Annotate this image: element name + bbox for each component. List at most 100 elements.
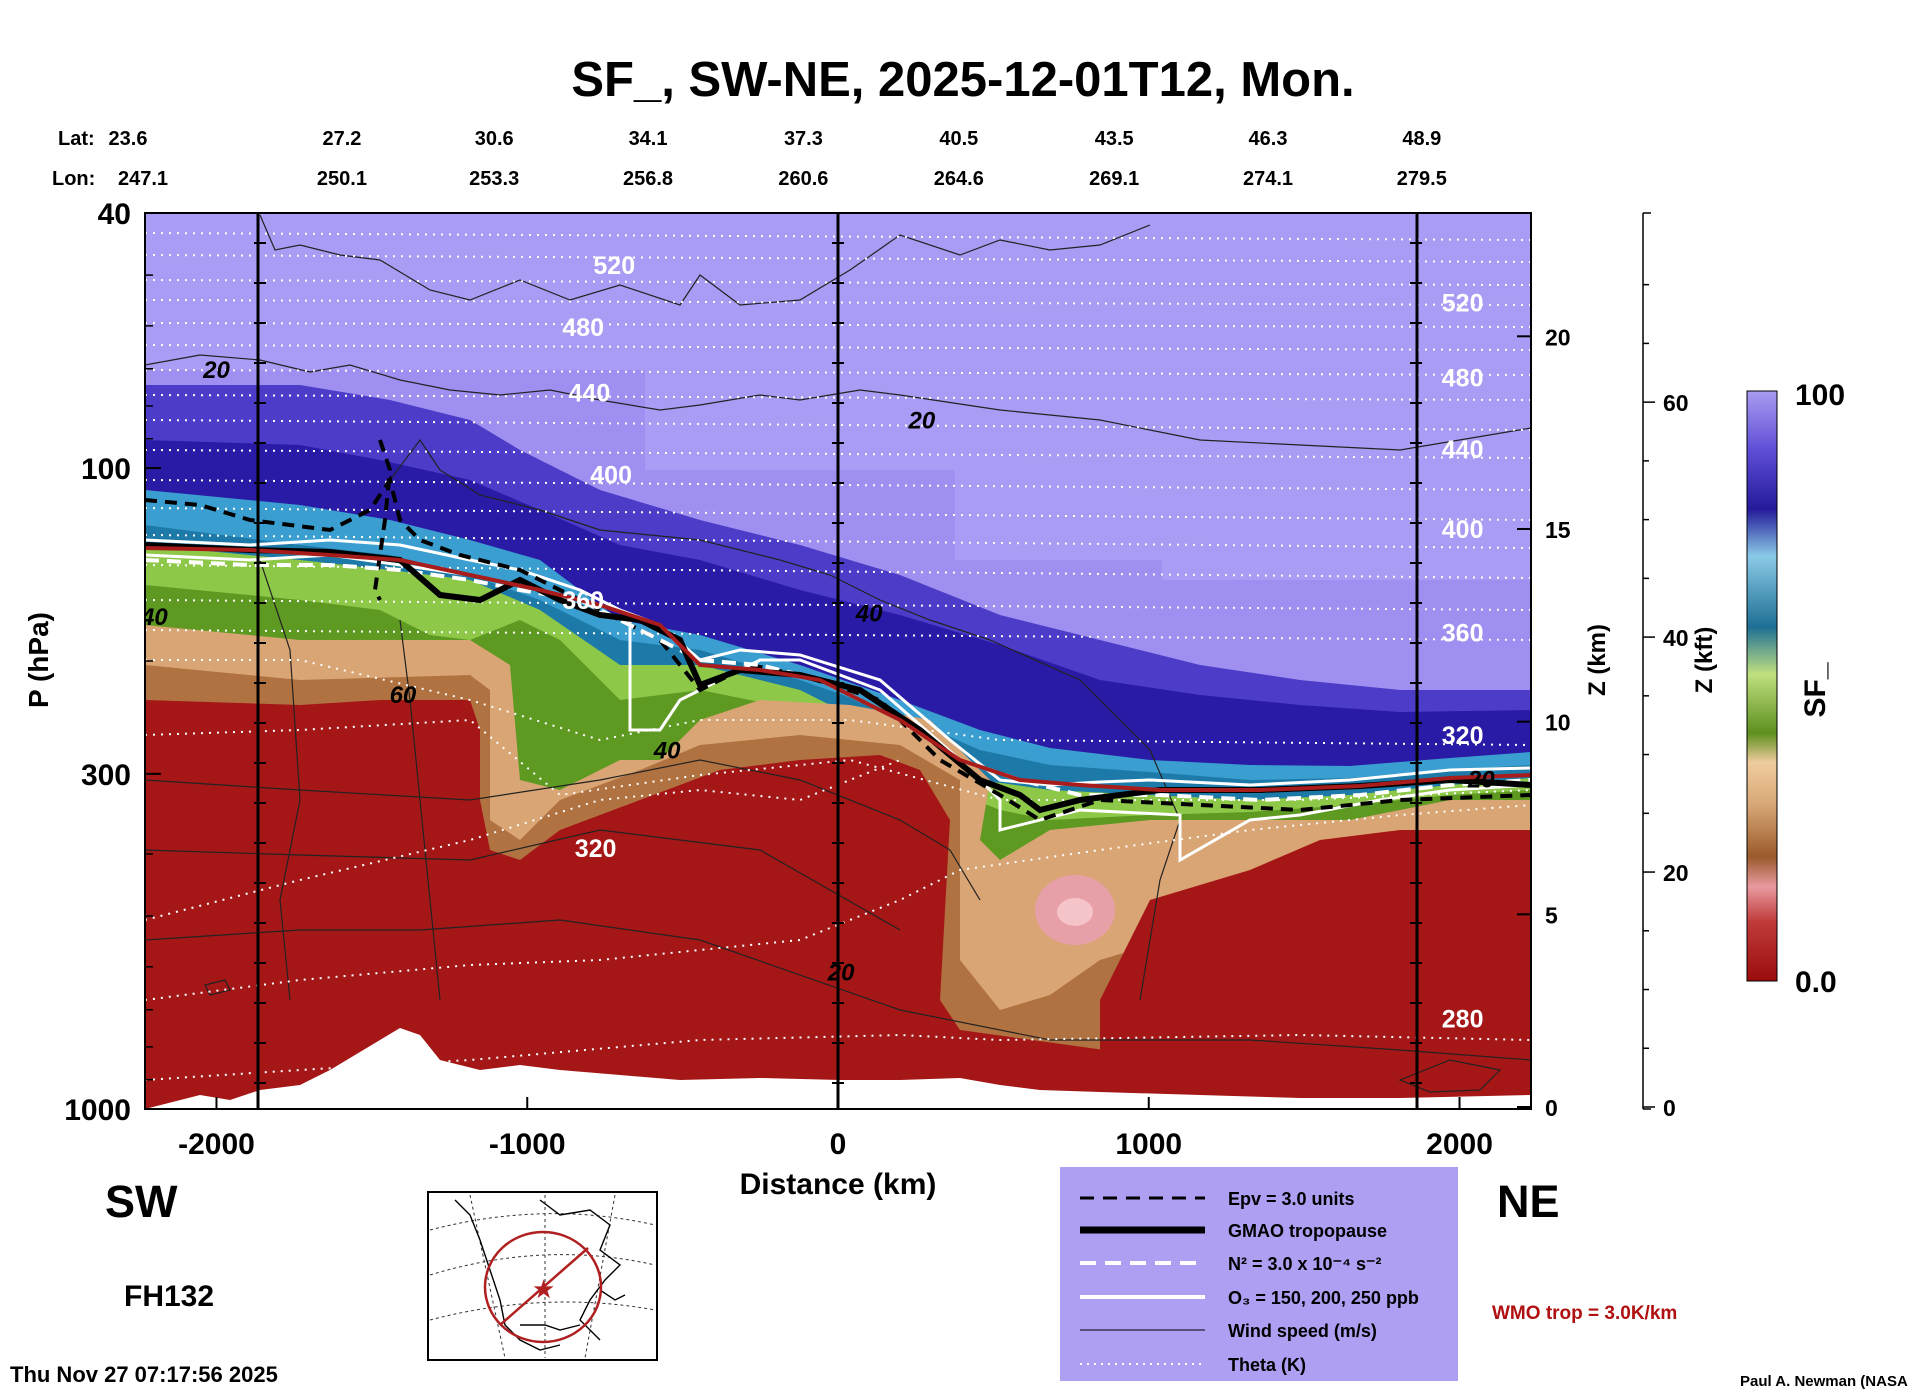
wind-speed-label: 20 (827, 959, 855, 986)
y-axis-label: P (hPa) (23, 612, 54, 708)
longitude-value: 253.3 (469, 168, 519, 190)
inset-map-frame (427, 1191, 658, 1361)
longitude-value: 269.1 (1089, 168, 1139, 190)
wind-speed-label: 20 (1467, 766, 1495, 793)
wind-speed-contours (145, 214, 1531, 1093)
z-kft-tick-label: 60 (1663, 390, 1689, 416)
longitude-value: 256.8 (623, 168, 673, 190)
legend-box (1060, 1167, 1458, 1381)
lon-row-label: Lon: (52, 168, 95, 190)
inset-coastlines (454, 1199, 626, 1351)
legend-theta: Theta (K) (1228, 1355, 1306, 1375)
legend-wind: Wind speed (m/s) (1228, 1321, 1377, 1341)
theta-label: 440 (1442, 436, 1484, 464)
z-kft-tick-label: 0 (1663, 1095, 1676, 1121)
wind-speed-label: 20 (908, 408, 936, 435)
wind-speed-label: 40 (653, 738, 681, 765)
theta-label: 520 (1442, 290, 1484, 318)
wind-speed-label: 40 (140, 604, 168, 631)
y-tick-label: 1000 (64, 1094, 131, 1127)
z-km-label: Z (km) (1584, 624, 1611, 696)
theta-label: 400 (590, 462, 632, 490)
longitude-value: 264.6 (934, 168, 984, 190)
latitude-value: 30.6 (475, 128, 514, 150)
lat-row-label: Lat: (58, 128, 95, 150)
x-axis: -2000 -1000 0 1000 2000 (178, 1097, 1493, 1161)
wind-speed-label: 40 (855, 600, 883, 627)
theta-label: 320 (575, 835, 617, 863)
y-axis: 40 100 300 1000 (64, 198, 161, 1127)
x-tick-label: 2000 (1426, 1128, 1493, 1161)
z-km-axis: 0 5 10 15 20 (1517, 324, 1571, 1121)
theta-label: 360 (562, 587, 604, 615)
colorbar-max-label: 100 (1795, 379, 1845, 412)
z-km-tick-label: 15 (1545, 517, 1571, 543)
y-tick-label: 100 (81, 453, 131, 486)
theta-labels: 520 480 440 400 360 320 520 480 440 400 360 320 280 (562, 252, 1483, 1034)
marker-ticks (253, 242, 1423, 1084)
latitude-value: 46.3 (1249, 128, 1288, 150)
wind-speed-label: 20 (202, 357, 230, 384)
z-kft-axis: 0 20 40 60 (1642, 212, 1689, 1121)
theta-label: 280 (1442, 1006, 1484, 1034)
z-km-tick-label: 0 (1545, 1095, 1558, 1121)
z-km-tick-label: 10 (1545, 710, 1571, 736)
z-km-tick-label: 20 (1545, 324, 1571, 350)
theta-label: 320 (1442, 722, 1484, 750)
forecast-hour: FH132 (124, 1280, 214, 1313)
colorbar-min-label: 0.0 (1795, 966, 1837, 999)
longitude-value: 247.1 (118, 168, 168, 190)
credit: Paul A. Newman (NASA (1740, 1373, 1908, 1390)
epv-line (145, 439, 1531, 823)
colorbar-gradient (1746, 390, 1778, 982)
sw-label: SW (105, 1176, 178, 1227)
z-kft-tick-label: 40 (1663, 625, 1689, 651)
x-tick-label: -1000 (489, 1128, 566, 1161)
theta-isentropes (145, 232, 1531, 1081)
latitude-value: 43.5 (1095, 128, 1134, 150)
ne-label: NE (1497, 1176, 1560, 1227)
inset-center-star-icon: ★ (532, 1274, 555, 1304)
z-kft-tick-label: 20 (1663, 860, 1689, 886)
legend-n2: N² = 3.0 x 10⁻⁴ s⁻² (1228, 1254, 1381, 1274)
wind-labels: 20 20 40 40 60 40 20 20 (140, 357, 1495, 987)
inset-section (483, 1230, 603, 1344)
wmo-tropopause (145, 546, 1531, 792)
z-km-tick-label: 5 (1545, 902, 1558, 928)
longitude-value: 279.5 (1397, 168, 1447, 190)
theta-label: 440 (569, 380, 611, 408)
theta-label: 520 (593, 252, 635, 280)
wmo-trop-label: WMO trop = 3.0K/km (1492, 1303, 1677, 1324)
latitude-value: 23.6 (109, 128, 148, 150)
chart-title: SF_, SW-NE, 2025-12-01T12, Mon. (571, 53, 1354, 107)
legend-gmao: GMAO tropopause (1228, 1221, 1387, 1241)
latitude-value: 48.9 (1402, 128, 1441, 150)
x-tick-label: -2000 (178, 1128, 255, 1161)
latitude-value: 37.3 (784, 128, 823, 150)
x-axis-label: Distance (km) (740, 1168, 937, 1201)
pink-core (1057, 898, 1093, 926)
longitude-value: 250.1 (317, 168, 367, 190)
legend-samples (1080, 1196, 1205, 1365)
longitude-value: 260.6 (778, 168, 828, 190)
theta-label: 400 (1442, 516, 1484, 544)
x-tick-label: 1000 (1115, 1128, 1182, 1161)
timestamp: Thu Nov 27 07:17:56 2025 (10, 1362, 278, 1387)
latitude-values: 23.6 27.2 30.6 34.1 37.3 40.5 43.5 46.3 48.9 (109, 128, 1442, 150)
theta-label: 360 (1442, 620, 1484, 648)
latitude-value: 34.1 (629, 128, 668, 150)
longitude-value: 274.1 (1243, 168, 1293, 190)
legend-epv: Epv = 3.0 units (1228, 1189, 1355, 1209)
latitude-value: 40.5 (939, 128, 978, 150)
theta-label: 480 (562, 314, 604, 342)
colorbar-title: SF_ (1799, 662, 1832, 717)
y-tick-label: 300 (81, 759, 131, 792)
terrain (145, 1028, 1531, 1109)
x-tick-label: 0 (830, 1128, 847, 1161)
legend-o3: O₃ = 150, 200, 250 ppb (1228, 1288, 1419, 1308)
z-kft-label: Z (kft) (1691, 627, 1718, 694)
y-tick-label: 40 (98, 198, 131, 231)
legend: Epv = 3.0 units GMAO tropopause N² = 3.0… (1060, 1167, 1458, 1381)
latitude-value: 27.2 (322, 128, 361, 150)
